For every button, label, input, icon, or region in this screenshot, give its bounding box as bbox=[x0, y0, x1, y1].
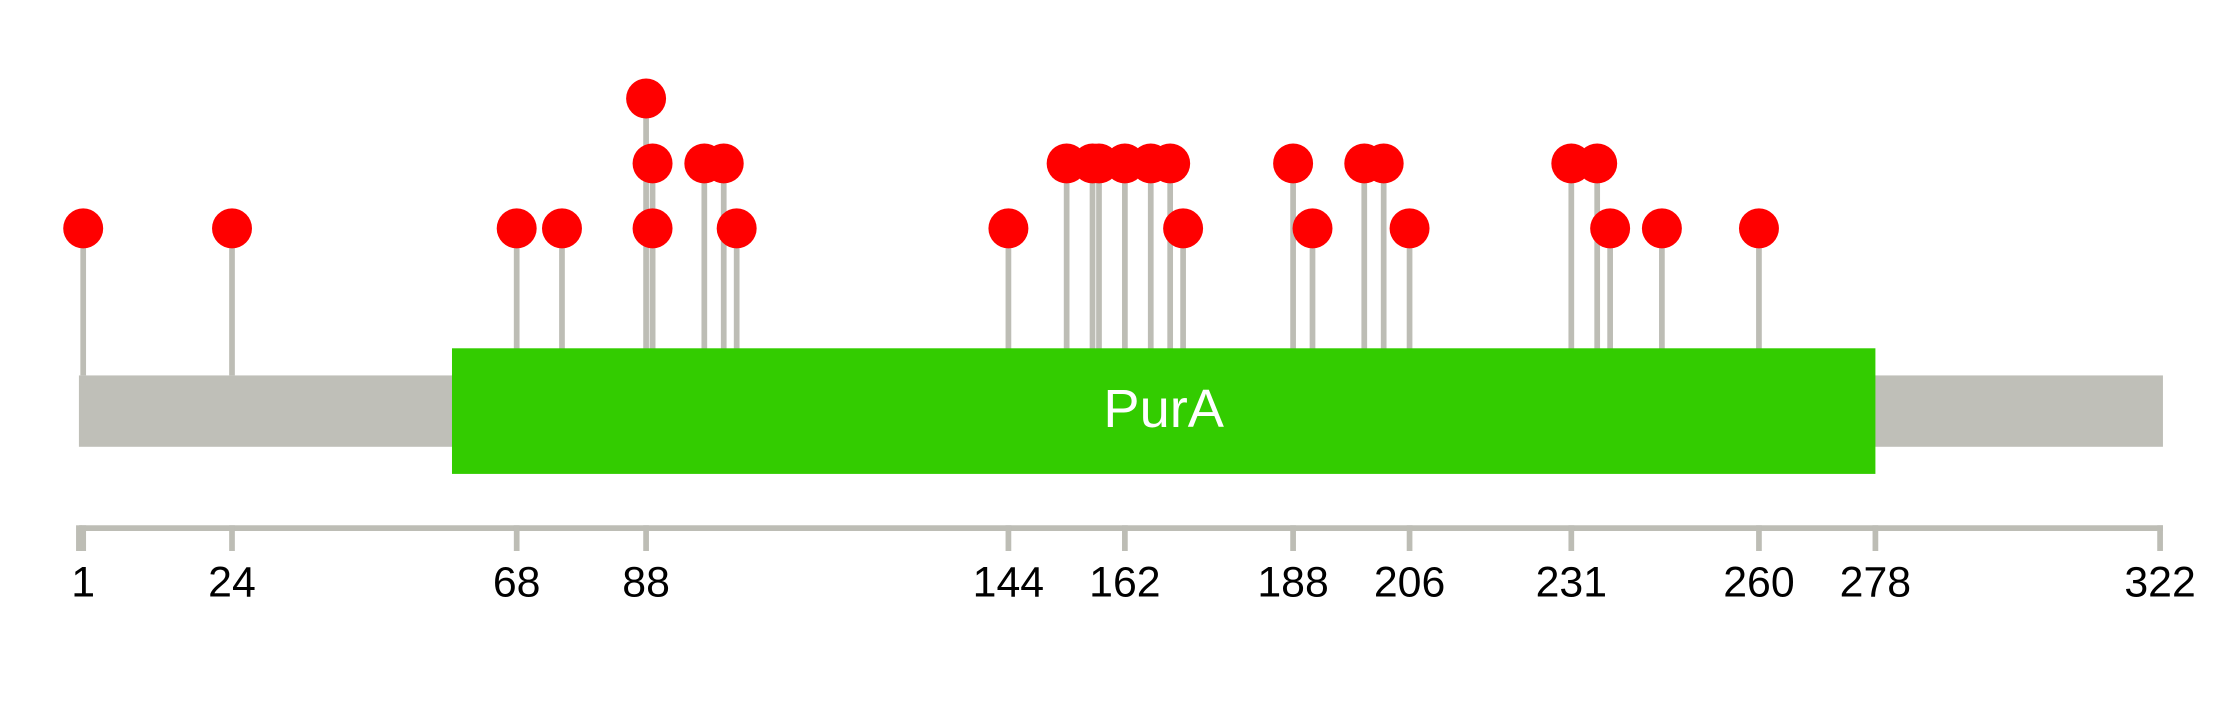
mutation-dot bbox=[1292, 208, 1333, 249]
x-tick-label: 162 bbox=[1089, 559, 1160, 607]
domain-label: PurA bbox=[1103, 379, 1224, 439]
mutation-dot bbox=[1389, 208, 1430, 249]
mutation-dot bbox=[632, 208, 673, 249]
mutation-dot bbox=[1273, 143, 1314, 184]
x-tick-label: 1 bbox=[71, 559, 95, 607]
x-tick-label: 260 bbox=[1723, 559, 1794, 607]
mutation-dot bbox=[1641, 208, 1682, 249]
x-tick-label: 231 bbox=[1536, 559, 1607, 607]
mutation-dot bbox=[1577, 143, 1618, 184]
mutation-dot bbox=[626, 78, 667, 119]
mutation-dot bbox=[63, 208, 104, 249]
mutation-dot bbox=[496, 208, 537, 249]
x-tick-label: 144 bbox=[973, 559, 1044, 607]
mutation-dot bbox=[212, 208, 252, 249]
x-tick-label: 24 bbox=[208, 559, 256, 607]
x-tick-label: 278 bbox=[1840, 559, 1911, 607]
mutation-dot bbox=[632, 143, 673, 184]
x-tick-label: 68 bbox=[493, 559, 541, 607]
x-tick-label: 206 bbox=[1374, 559, 1445, 607]
mutation-dot bbox=[541, 208, 582, 249]
mutation-dot bbox=[1590, 208, 1631, 249]
mutation-dot bbox=[988, 208, 1029, 249]
mutation-dot bbox=[1150, 143, 1191, 184]
mutation-dot bbox=[703, 143, 744, 184]
x-tick-label: 88 bbox=[622, 559, 670, 607]
x-tick-label: 322 bbox=[2124, 559, 2195, 607]
x-tick-label: 188 bbox=[1257, 559, 1328, 607]
mutation-dot bbox=[1363, 143, 1404, 184]
mutation-dot bbox=[1163, 208, 1204, 249]
mutation-dot bbox=[1738, 208, 1779, 249]
domain bbox=[451, 348, 1876, 474]
mutation-dot bbox=[716, 208, 757, 249]
